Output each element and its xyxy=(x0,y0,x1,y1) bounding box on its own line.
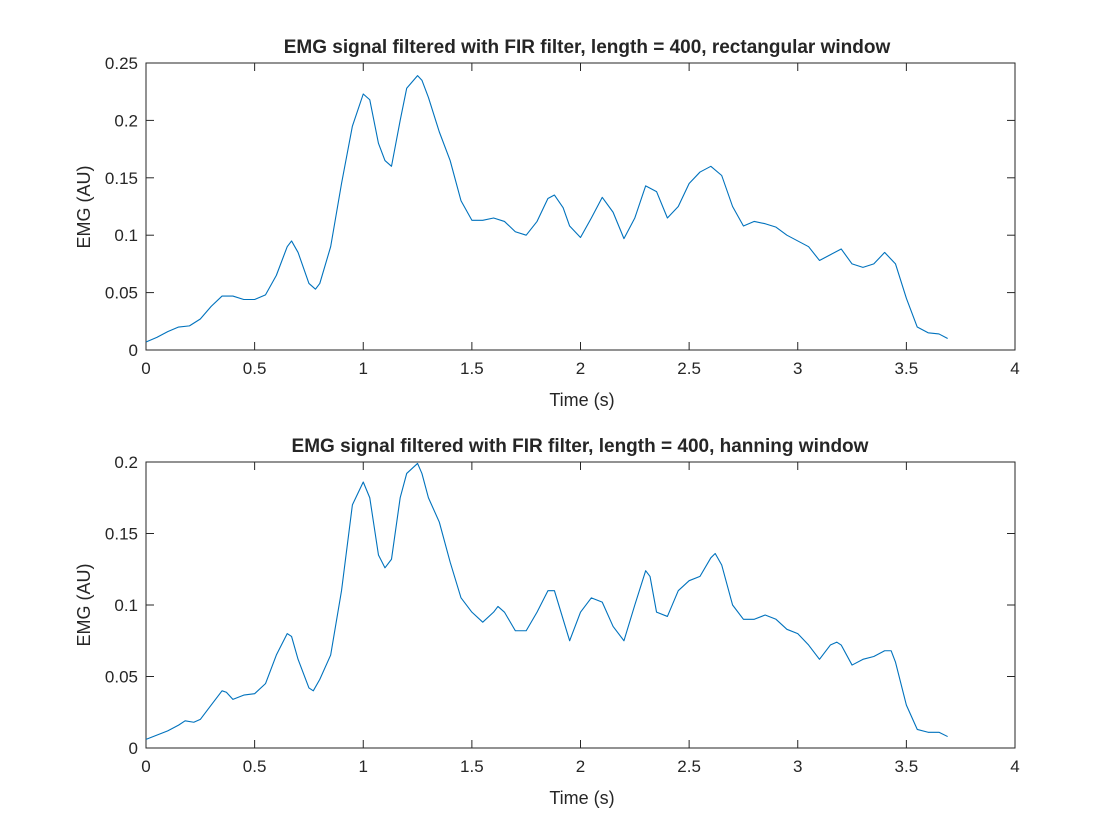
y-tick-label: 0.25 xyxy=(105,54,138,73)
x-tick-label: 4 xyxy=(1010,359,1019,378)
x-tick-label: 0 xyxy=(141,359,150,378)
x-tick-label: 0.5 xyxy=(243,359,267,378)
x-tick-label: 3.5 xyxy=(895,359,919,378)
x-tick-label: 1.5 xyxy=(460,359,484,378)
x-tick-label: 2.5 xyxy=(677,757,701,776)
y-tick-label: 0.05 xyxy=(105,668,138,687)
y-tick-label: 0.15 xyxy=(105,169,138,188)
y-tick-label: 0 xyxy=(129,341,138,360)
plot-area-top xyxy=(145,62,1016,351)
y-tick-label: 0.2 xyxy=(114,453,138,472)
x-ticks-bottom: 0 0.5 1 1.5 2 2.5 3 3.5 4 xyxy=(141,462,1020,776)
x-tick-label: 3 xyxy=(793,757,802,776)
chart-title-top: EMG signal filtered with FIR filter, len… xyxy=(284,37,891,58)
x-tick-label: 2.5 xyxy=(677,359,701,378)
x-tick-label: 0 xyxy=(141,757,150,776)
y-axis-label-bottom: EMG (AU) xyxy=(74,564,94,647)
series-line-0 xyxy=(145,462,948,740)
x-axis-label-top: Time (s) xyxy=(549,390,614,410)
subplot-bottom: EMG signal filtered with FIR filter, len… xyxy=(74,436,1020,808)
y-tick-label: 0.05 xyxy=(105,284,138,303)
axes-box xyxy=(145,461,1016,749)
axes-box xyxy=(145,62,1016,351)
x-tick-label: 0.5 xyxy=(243,757,267,776)
x-tick-label: 2 xyxy=(576,757,585,776)
x-tick-label: 2 xyxy=(576,359,585,378)
y-tick-label: 0 xyxy=(129,739,138,758)
x-tick-label: 4 xyxy=(1010,757,1019,776)
y-tick-label: 0.1 xyxy=(114,596,138,615)
subplot-top: EMG signal filtered with FIR filter, len… xyxy=(74,37,1020,410)
x-tick-label: 3.5 xyxy=(895,757,919,776)
y-ticks-bottom: 0 0.05 0.1 0.15 0.2 xyxy=(105,453,1015,758)
x-tick-label: 1.5 xyxy=(460,757,484,776)
y-tick-label: 0.15 xyxy=(105,525,138,544)
y-tick-label: 0.2 xyxy=(114,111,138,130)
x-tick-label: 1 xyxy=(359,359,368,378)
y-tick-label: 0.1 xyxy=(114,226,138,245)
x-tick-label: 3 xyxy=(793,359,802,378)
y-ticks-top: 0 0.05 0.1 0.15 0.2 0.25 xyxy=(105,54,1015,360)
chart-title-bottom: EMG signal filtered with FIR filter, len… xyxy=(292,436,869,457)
x-axis-label-bottom: Time (s) xyxy=(549,788,614,808)
plot-area-bottom xyxy=(145,461,1016,749)
series-line-0 xyxy=(145,75,948,343)
x-ticks-top: 0 0.5 1 1.5 2 2.5 3 3.5 4 xyxy=(141,63,1020,378)
x-tick-label: 1 xyxy=(359,757,368,776)
y-axis-label-top: EMG (AU) xyxy=(74,166,94,249)
